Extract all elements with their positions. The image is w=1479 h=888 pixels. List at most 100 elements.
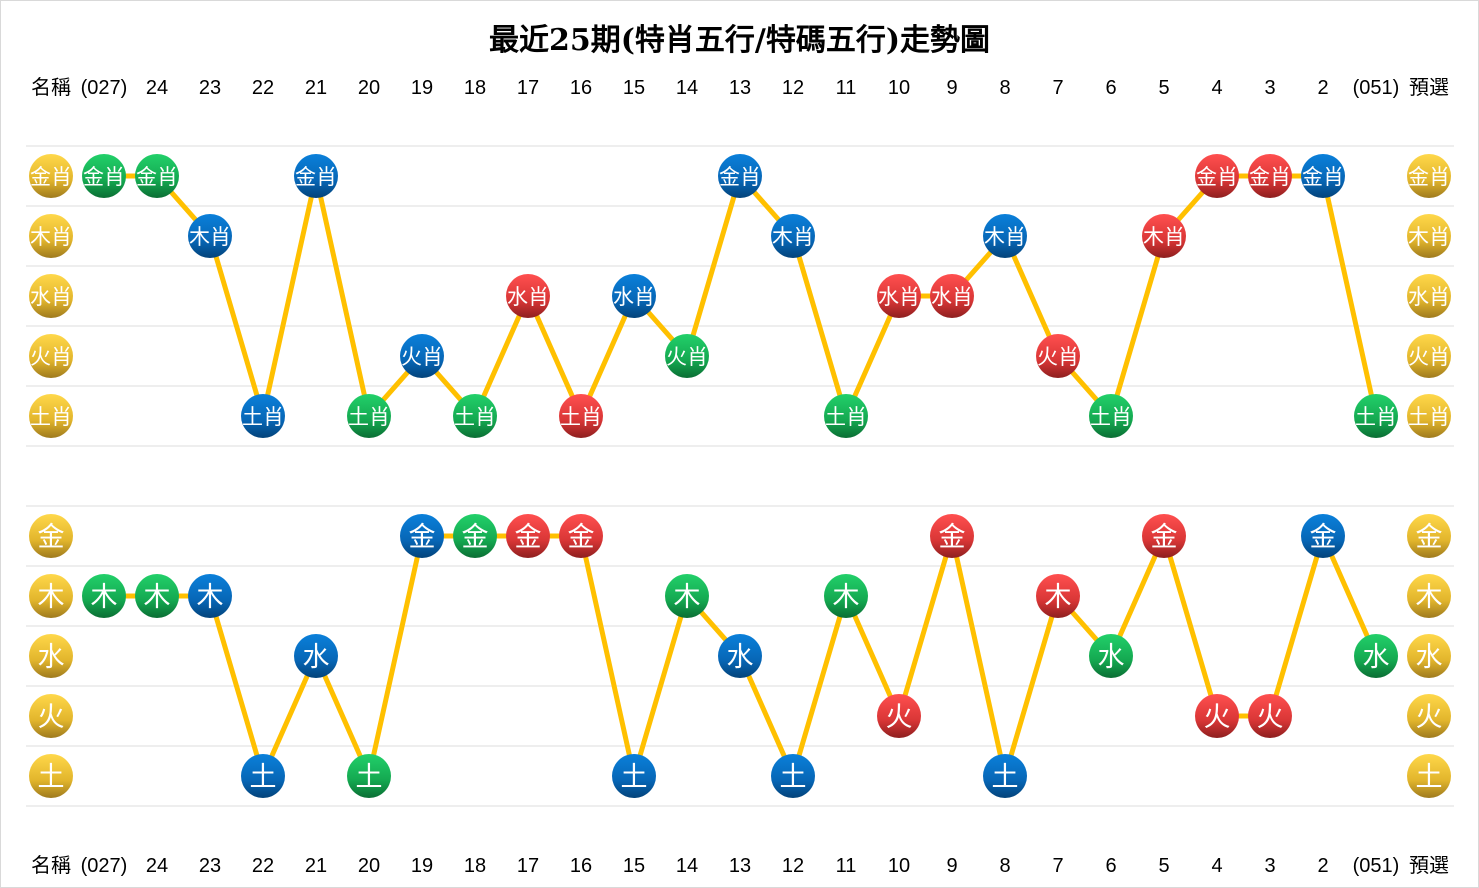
data-ball-label: 水肖 bbox=[613, 285, 655, 309]
data-ball bbox=[188, 574, 232, 618]
header-period-label: 14 bbox=[676, 855, 698, 877]
data-ball bbox=[665, 574, 709, 618]
data-ball-label: 水 bbox=[1363, 642, 1390, 673]
data-ball bbox=[1089, 634, 1133, 678]
data-ball bbox=[1248, 694, 1292, 738]
predict-ball-label: 水肖 bbox=[1408, 285, 1450, 309]
header-period-label: 18 bbox=[464, 77, 486, 99]
data-ball-label: 木 bbox=[197, 582, 224, 613]
header-period-label: 19 bbox=[411, 77, 433, 99]
category-ball bbox=[29, 274, 73, 318]
trend-line bbox=[104, 173, 1379, 419]
data-ball bbox=[877, 694, 921, 738]
data-ball-label: 木 bbox=[1045, 582, 1072, 613]
header-period-label: 7 bbox=[1052, 855, 1063, 877]
header-period-label: 14 bbox=[676, 77, 698, 99]
data-ball bbox=[612, 754, 656, 798]
category-ball bbox=[29, 154, 73, 198]
header-period-label: (051) bbox=[1353, 77, 1400, 99]
data-ball-label: 金肖 bbox=[83, 165, 125, 189]
category-ball-label: 火 bbox=[38, 702, 65, 733]
data-ball bbox=[877, 274, 921, 318]
data-ball bbox=[1248, 154, 1292, 198]
data-ball-label: 土 bbox=[621, 762, 648, 793]
data-ball bbox=[930, 274, 974, 318]
data-ball bbox=[453, 394, 497, 438]
category-ball-label: 火肖 bbox=[30, 345, 72, 369]
data-ball-label: 金肖 bbox=[136, 165, 178, 189]
category-ball bbox=[29, 214, 73, 258]
data-ball bbox=[771, 214, 815, 258]
predict-ball-label: 土 bbox=[1416, 762, 1443, 793]
data-ball-label: 木肖 bbox=[1143, 225, 1185, 249]
data-ball-label: 金肖 bbox=[1196, 165, 1238, 189]
data-ball bbox=[347, 394, 391, 438]
data-ball-label: 土 bbox=[250, 762, 277, 793]
header-period-label: (027) bbox=[81, 855, 128, 877]
header-period-label: 6 bbox=[1105, 855, 1116, 877]
data-ball-label: 金 bbox=[1310, 522, 1337, 553]
data-ball bbox=[1195, 154, 1239, 198]
header-predict-label: 預選 bbox=[1409, 854, 1449, 877]
data-ball-label: 土肖 bbox=[348, 405, 390, 429]
data-ball-label: 木 bbox=[144, 582, 171, 613]
predict-ball bbox=[1407, 214, 1451, 258]
data-ball-label: 火 bbox=[1257, 702, 1284, 733]
header-period-label: 16 bbox=[570, 77, 592, 99]
predict-ball-label: 水 bbox=[1416, 642, 1443, 673]
data-ball-label: 水肖 bbox=[507, 285, 549, 309]
data-ball bbox=[241, 394, 285, 438]
predict-ball bbox=[1407, 154, 1451, 198]
data-ball-label: 土肖 bbox=[454, 405, 496, 429]
category-ball-label: 土 bbox=[38, 762, 65, 793]
header-period-label: 3 bbox=[1264, 855, 1275, 877]
data-ball-label: 金肖 bbox=[295, 165, 337, 189]
category-ball bbox=[29, 394, 73, 438]
data-ball bbox=[241, 754, 285, 798]
category-ball-label: 金 bbox=[38, 522, 65, 553]
predict-ball-label: 火肖 bbox=[1408, 345, 1450, 369]
header-period-label: 4 bbox=[1211, 77, 1222, 99]
category-ball bbox=[29, 754, 73, 798]
data-ball bbox=[1354, 634, 1398, 678]
data-ball-label: 金 bbox=[409, 522, 436, 553]
predict-ball bbox=[1407, 274, 1451, 318]
header-period-label: 19 bbox=[411, 855, 433, 877]
data-ball-label: 土 bbox=[356, 762, 383, 793]
data-ball-label: 水 bbox=[1098, 642, 1125, 673]
header-period-label: 22 bbox=[252, 77, 274, 99]
predict-ball-label: 金肖 bbox=[1408, 165, 1450, 189]
data-ball bbox=[453, 514, 497, 558]
data-ball-label: 金肖 bbox=[719, 165, 761, 189]
header-period-label: (027) bbox=[81, 77, 128, 99]
header-name-label: 名稱 bbox=[31, 854, 71, 877]
header-period-label: 8 bbox=[999, 855, 1010, 877]
data-ball-label: 木 bbox=[91, 582, 118, 613]
predict-ball-label: 木肖 bbox=[1408, 225, 1450, 249]
data-ball bbox=[1036, 334, 1080, 378]
header-period-label: 11 bbox=[836, 855, 857, 877]
category-ball bbox=[29, 514, 73, 558]
chart-title: 最近25期(特肖五行/特碼五行)走勢圖 bbox=[488, 23, 991, 58]
predict-ball bbox=[1407, 334, 1451, 378]
header-period-label: 15 bbox=[623, 855, 645, 877]
data-ball bbox=[1142, 214, 1186, 258]
data-ball bbox=[1354, 394, 1398, 438]
header-period-label: 8 bbox=[999, 77, 1010, 99]
data-ball bbox=[347, 754, 391, 798]
data-ball-label: 火 bbox=[886, 702, 913, 733]
data-ball bbox=[718, 634, 762, 678]
data-ball-label: 金 bbox=[568, 522, 595, 553]
header-period-label: 24 bbox=[146, 77, 168, 99]
category-ball bbox=[29, 694, 73, 738]
header-period-label: 20 bbox=[358, 77, 380, 99]
data-ball bbox=[983, 754, 1027, 798]
category-ball-label: 金肖 bbox=[30, 165, 72, 189]
header-predict-label: 預選 bbox=[1409, 76, 1449, 99]
header-period-label: 10 bbox=[888, 77, 910, 99]
data-ball-label: 土肖 bbox=[825, 405, 867, 429]
header-period-label: 20 bbox=[358, 855, 380, 877]
header-period-label: 23 bbox=[199, 77, 221, 99]
